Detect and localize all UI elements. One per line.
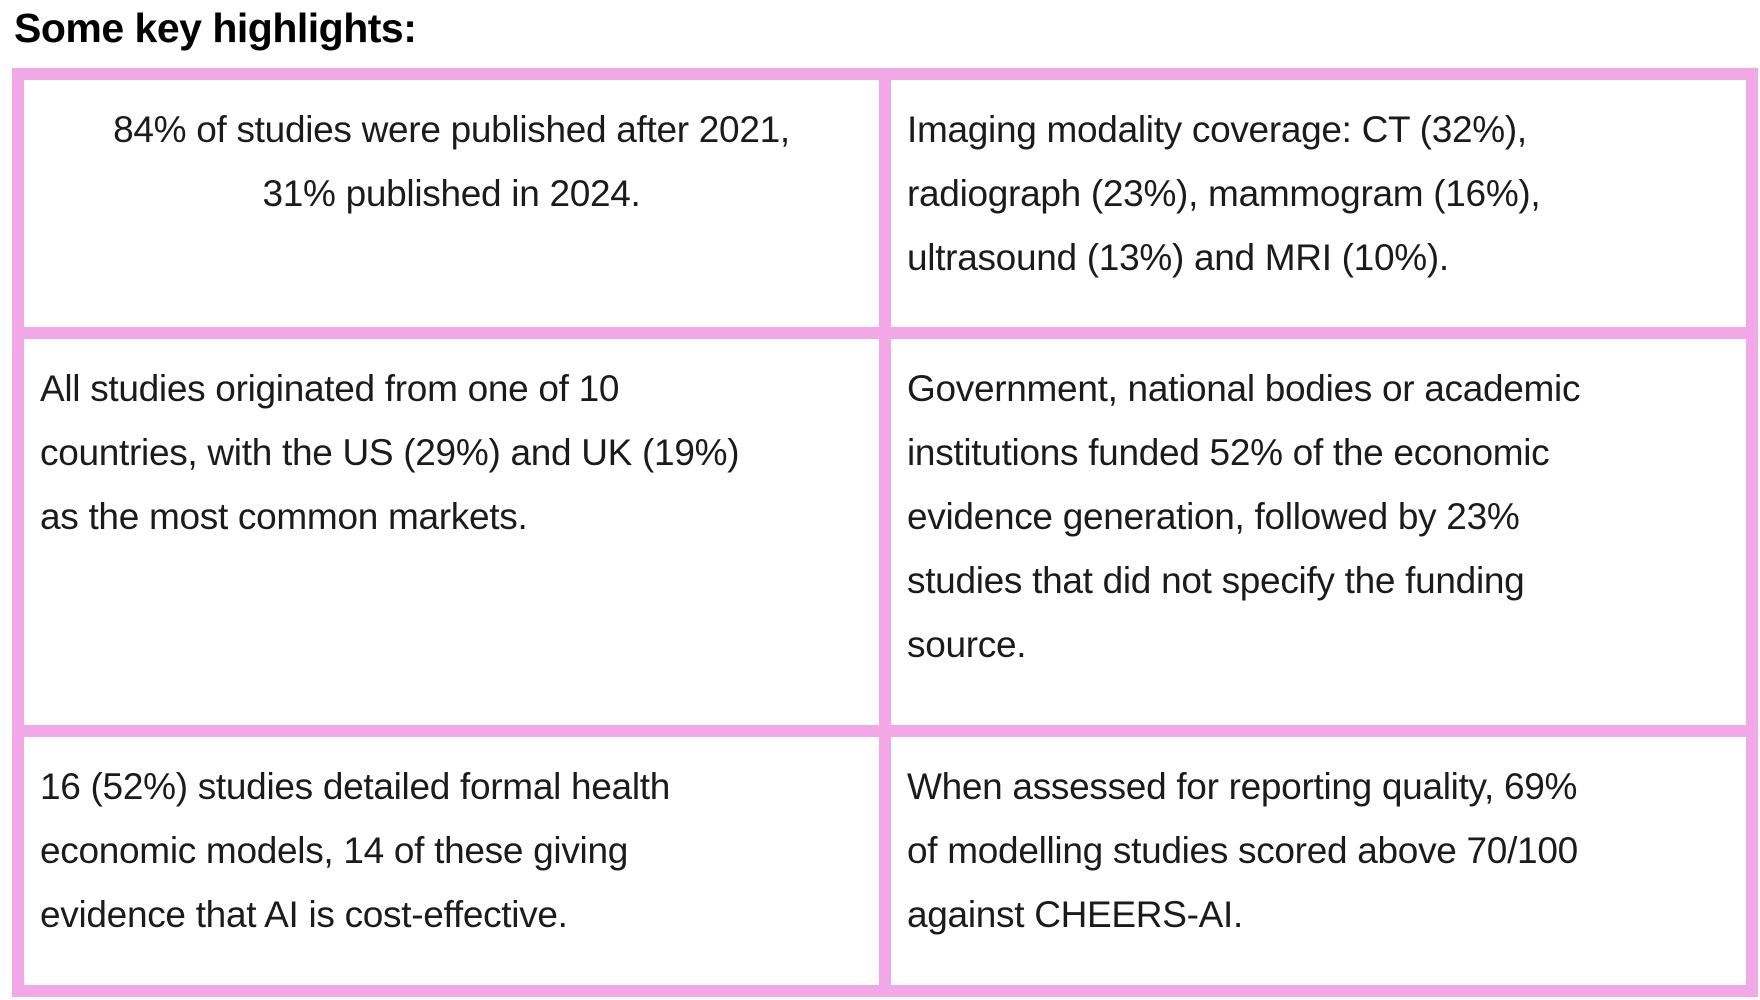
highlight-cell-economic-models: 16 (52%) studies detailed formal health …: [24, 737, 879, 985]
page-title: Some key highlights:: [14, 5, 417, 51]
highlight-cell-publication-years: 84% of studies were published after 2021…: [24, 80, 879, 327]
highlights-table: 84% of studies were published after 2021…: [12, 68, 1758, 997]
highlight-cell-imaging-modality: Imaging modality coverage: CT (32%), rad…: [891, 80, 1746, 327]
highlight-cell-funding: Government, national bodies or academic …: [891, 339, 1746, 725]
highlight-cell-reporting-quality: When assessed for reporting quality, 69%…: [891, 737, 1746, 985]
highlight-cell-countries: All studies originated from one of 10 co…: [24, 339, 879, 725]
